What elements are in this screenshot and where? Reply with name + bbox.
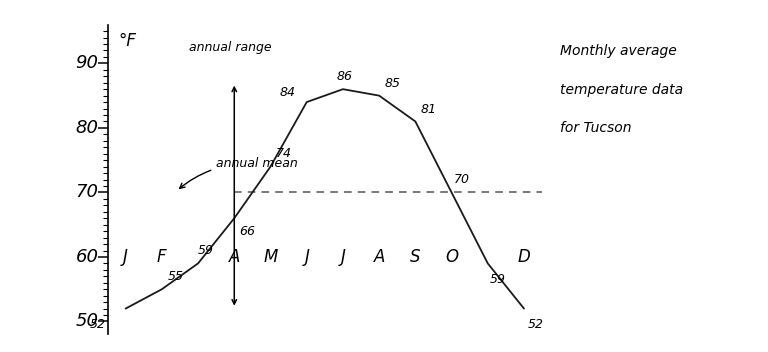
Text: A: A [373,248,385,266]
Text: 70: 70 [75,183,98,201]
Text: for Tucson: for Tucson [560,121,632,136]
Text: 66: 66 [240,225,256,238]
Text: 74: 74 [276,147,292,160]
Text: 59: 59 [489,273,505,286]
Text: 52: 52 [90,318,106,331]
Text: 80: 80 [75,119,98,137]
Text: J: J [340,248,346,266]
Text: temperature data: temperature data [560,83,684,97]
Text: J: J [123,248,128,266]
Text: D: D [518,248,531,266]
Text: M: M [263,248,278,266]
Text: 55: 55 [167,270,184,283]
Text: °F: °F [118,32,137,50]
Text: O: O [445,248,458,266]
Text: 60: 60 [75,248,98,266]
Text: 85: 85 [385,77,401,90]
Text: 50: 50 [75,313,98,331]
Text: 84: 84 [280,86,296,99]
Text: A: A [229,248,240,266]
Text: 90: 90 [75,54,98,73]
Text: S: S [410,248,421,266]
Text: annual range: annual range [190,41,272,54]
Text: 86: 86 [336,70,353,83]
Text: 52: 52 [528,318,544,331]
Text: Monthly average: Monthly average [560,44,677,58]
Text: 70: 70 [453,173,469,186]
Text: J: J [304,248,310,266]
Text: F: F [157,248,167,266]
Text: 81: 81 [421,103,437,116]
Text: 59: 59 [198,244,214,257]
Text: annual mean: annual mean [180,157,298,188]
